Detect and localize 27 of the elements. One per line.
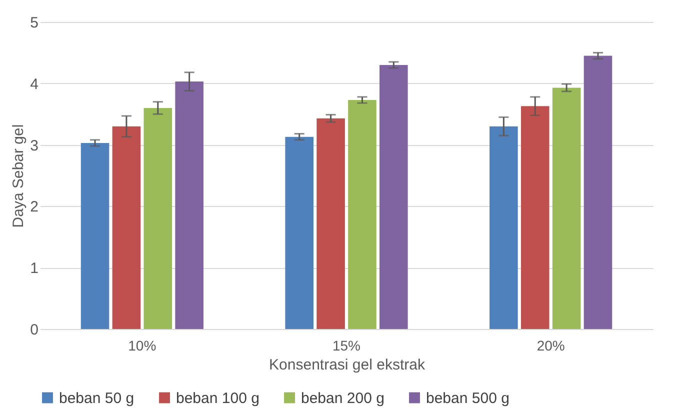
bar — [316, 118, 345, 329]
legend-label: beban 50 g — [59, 390, 134, 407]
bar — [144, 108, 172, 329]
x-tick-label: 10% — [128, 338, 156, 354]
y-tick-label: 3 — [30, 137, 38, 154]
x-tick-label: 15% — [332, 338, 361, 354]
x-tick-label: 20% — [536, 338, 565, 354]
legend-label: beban 200 g — [301, 390, 384, 407]
y-tick-label: 4 — [30, 76, 38, 93]
y-tick-label: 1 — [30, 260, 38, 278]
y-axis-title: Daya Sebar gel — [10, 124, 28, 228]
bar — [380, 64, 408, 329]
y-tick-label: 2 — [30, 198, 38, 216]
bar — [175, 82, 204, 329]
bar — [285, 136, 314, 329]
bar — [584, 56, 612, 329]
legend-label: beban 100 g — [176, 390, 260, 407]
bar — [112, 126, 141, 329]
legend-label: beban 500 g — [426, 390, 510, 407]
bar — [348, 100, 376, 329]
bar — [490, 126, 518, 329]
bar — [520, 106, 550, 329]
y-tick-label: 0 — [30, 322, 38, 338]
x-axis-title: Konsentrasi gel ekstrak — [269, 356, 426, 374]
bar — [80, 142, 110, 329]
bar — [552, 88, 581, 329]
y-tick-label: 5 — [30, 14, 38, 32]
